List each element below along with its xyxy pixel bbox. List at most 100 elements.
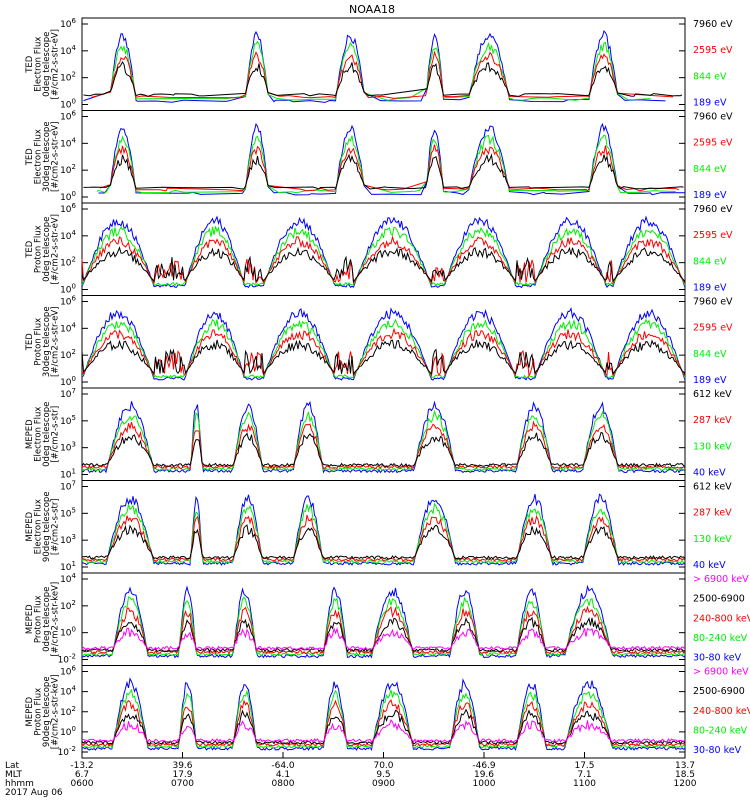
y-axis-label-line: [#/cm2-s-str-eV] xyxy=(51,122,61,192)
x-tick-hhmm: 0800 xyxy=(272,779,295,789)
flux-trace xyxy=(81,431,686,468)
x-tick-hhmm: 1200 xyxy=(674,779,697,789)
y-tick-label: 100 xyxy=(60,626,76,639)
footer-row-label: MLT xyxy=(5,770,23,780)
legend-entry: 7960 eV xyxy=(693,204,733,215)
legend-entry: 612 keV xyxy=(693,389,732,400)
plot-title: NOAA18 xyxy=(349,3,395,16)
footer-row-label: Lat xyxy=(5,761,20,771)
x-tick-mlt: 18.5 xyxy=(675,770,695,780)
y-axis-label-line: MEPED xyxy=(25,511,35,541)
y-axis-label-line: Electron Flux xyxy=(34,407,44,462)
x-tick-hhmm: 0700 xyxy=(171,779,194,789)
y-axis-label-line: Electron Flux xyxy=(34,37,44,92)
y-axis-label-line: MEPED xyxy=(25,696,35,726)
y-tick-label: 102 xyxy=(60,71,76,84)
flux-trace xyxy=(81,677,686,752)
y-tick-label: 105 xyxy=(60,506,76,519)
x-tick-lat: -13.2 xyxy=(70,761,93,771)
y-tick-label: 106 xyxy=(60,295,76,308)
legend-entry: 844 eV xyxy=(693,164,727,175)
y-tick-label: 104 xyxy=(60,321,76,334)
y-tick-label: 100 xyxy=(60,725,76,738)
x-tick-hhmm: 1100 xyxy=(573,779,596,789)
y-axis-label-line: Proton Flux xyxy=(34,688,44,736)
y-tick-label: 102 xyxy=(60,163,76,176)
legend-entry: 844 eV xyxy=(693,349,727,360)
flux-trace xyxy=(81,318,686,379)
y-tick-label: 102 xyxy=(60,256,76,269)
x-tick-mlt: 6.7 xyxy=(75,770,89,780)
flux-trace xyxy=(81,616,686,653)
flux-trace xyxy=(83,30,666,103)
flux-trace xyxy=(82,524,686,560)
legend-entry: 240-800 keV xyxy=(693,613,750,624)
y-axis-label-line: 90deg telescope xyxy=(42,491,52,562)
flux-trace xyxy=(81,708,686,745)
x-tick-mlt: 9.5 xyxy=(376,770,390,780)
y-tick-label: 102 xyxy=(60,348,76,361)
x-tick-mlt: 17.9 xyxy=(172,770,192,780)
y-axis-label-line: 30deg telescope xyxy=(42,306,52,377)
y-tick-label: 107 xyxy=(60,480,76,493)
y-tick-label: 107 xyxy=(60,387,76,400)
flux-trace xyxy=(81,420,686,470)
y-axis-label-line: Proton Flux xyxy=(34,318,44,366)
footer-row-label: hhmm xyxy=(5,779,34,789)
flux-trace xyxy=(81,339,686,376)
x-tick-lat: -46.9 xyxy=(472,761,496,771)
legend-entry: 2595 eV xyxy=(693,323,733,334)
x-tick-lat: -64.0 xyxy=(271,761,295,771)
legend-entry: 2595 eV xyxy=(693,45,733,56)
flux-trace xyxy=(81,626,686,651)
legend-entry: 189 eV xyxy=(693,98,727,109)
y-axis-label-line: MEPED xyxy=(25,604,35,634)
legend-entry: 240-800 keV xyxy=(693,706,750,717)
y-tick-label: 103 xyxy=(60,441,76,454)
y-tick-label: 102 xyxy=(60,705,76,718)
x-tick-lat: 39.6 xyxy=(172,761,192,771)
flux-trace xyxy=(81,688,686,750)
flux-trace xyxy=(83,61,683,97)
y-axis-label-line: Proton Flux xyxy=(34,595,44,643)
y-tick-label: 106 xyxy=(60,110,76,123)
y-tick-label: 106 xyxy=(60,202,76,215)
y-tick-label: 102 xyxy=(60,599,76,612)
flux-trace xyxy=(81,698,686,747)
flux-trace xyxy=(81,493,686,566)
legend-entry: > 6900 keV xyxy=(693,667,749,678)
y-tick-label: 104 xyxy=(60,685,76,698)
y-axis-label-line: [#/cm2-s-str-keV] xyxy=(51,674,61,749)
panel-frame xyxy=(81,202,686,296)
legend-entry: 30-80 keV xyxy=(693,745,742,756)
x-tick-hhmm: 0900 xyxy=(372,779,395,789)
legend-entry: 130 keV xyxy=(693,534,732,545)
y-axis-label-line: Proton Flux xyxy=(34,225,44,273)
x-tick-hhmm: 1000 xyxy=(473,779,496,789)
y-axis-label-line: MEPED xyxy=(25,419,35,449)
flux-trace xyxy=(98,122,686,196)
legend-entry: 2500-6900 xyxy=(693,686,745,697)
flux-trace xyxy=(81,235,686,285)
flux-trace xyxy=(81,306,686,381)
flux-trace xyxy=(81,215,686,289)
flux-trace xyxy=(83,153,684,190)
legend-entry: 80-240 keV xyxy=(693,725,748,736)
flux-trace xyxy=(96,134,677,194)
y-axis-label-line: TED xyxy=(25,240,35,259)
flux-trace xyxy=(81,596,686,657)
